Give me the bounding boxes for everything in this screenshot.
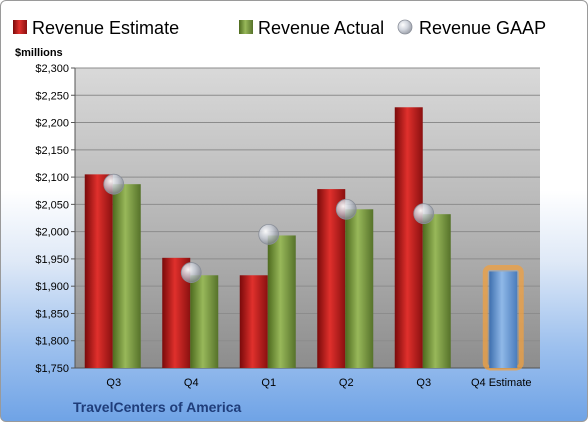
unit-label: $millions [15,47,63,59]
bar-q4-estimate [489,271,518,368]
bar-revenue-estimate [317,189,346,368]
bar-revenue-estimate [84,174,113,368]
legend-swatch-revenue-actual [239,20,253,34]
marker-revenue-gaap [103,173,125,195]
y-tick-label: $2,150 [35,145,69,157]
bar-revenue-estimate [239,275,268,368]
bar-revenue-actual [422,214,451,368]
bars [84,107,524,371]
legend-swatch-revenue-estimate [13,20,27,34]
x-tick-label: Q3 [416,377,431,389]
marker-revenue-gaap [258,223,280,245]
x-tick-label: Q2 [339,377,354,389]
y-tick-label: $1,750 [35,363,69,375]
plot-area [75,68,540,368]
marker-revenue-gaap [413,203,435,225]
legend-marker-revenue-gaap [397,19,413,35]
x-tick-label: Q4 Estimate [471,377,532,389]
bar-revenue-actual [267,235,296,368]
y-tick-label: $2,300 [35,63,69,75]
y-tick-label: $2,200 [35,118,69,130]
gaap-markers [103,173,435,283]
bar-revenue-actual [190,275,219,368]
bar-revenue-actual [345,209,374,368]
bar-revenue-actual [112,184,141,368]
bar-revenue-estimate [394,107,423,368]
legend-label-revenue-estimate: Revenue Estimate [32,18,179,38]
legend-label-revenue-actual: Revenue Actual [258,18,384,38]
x-tick-label: Q4 [184,377,199,389]
y-tick-label: $1,900 [35,281,69,293]
y-axis: $1,750 $1,800 $1,850 $1,900 $1,950 $2,000 $2,0… [35,63,540,375]
grid-lines [75,67,540,369]
y-tick-label: $2,000 [35,227,69,239]
legend: Revenue Estimate Revenue Actual Revenue … [13,18,546,38]
y-tick-label: $2,250 [35,90,69,102]
x-axis: Q3 Q4 Q1 Q2 Q3 Q4 Estimate [106,377,531,389]
y-tick-label: $1,800 [35,336,69,348]
y-tick-label: $2,100 [35,172,69,184]
y-tick-label: $1,850 [35,308,69,320]
marker-revenue-gaap [335,198,357,220]
y-tick-label: $2,050 [35,199,69,211]
x-tick-label: Q3 [106,377,121,389]
footer-company-name: TravelCenters of America [73,399,242,415]
legend-label-revenue-gaap: Revenue GAAP [419,18,546,38]
marker-revenue-gaap [180,262,202,283]
y-tick-label: $1,950 [35,254,69,266]
x-tick-label: Q1 [261,377,276,389]
